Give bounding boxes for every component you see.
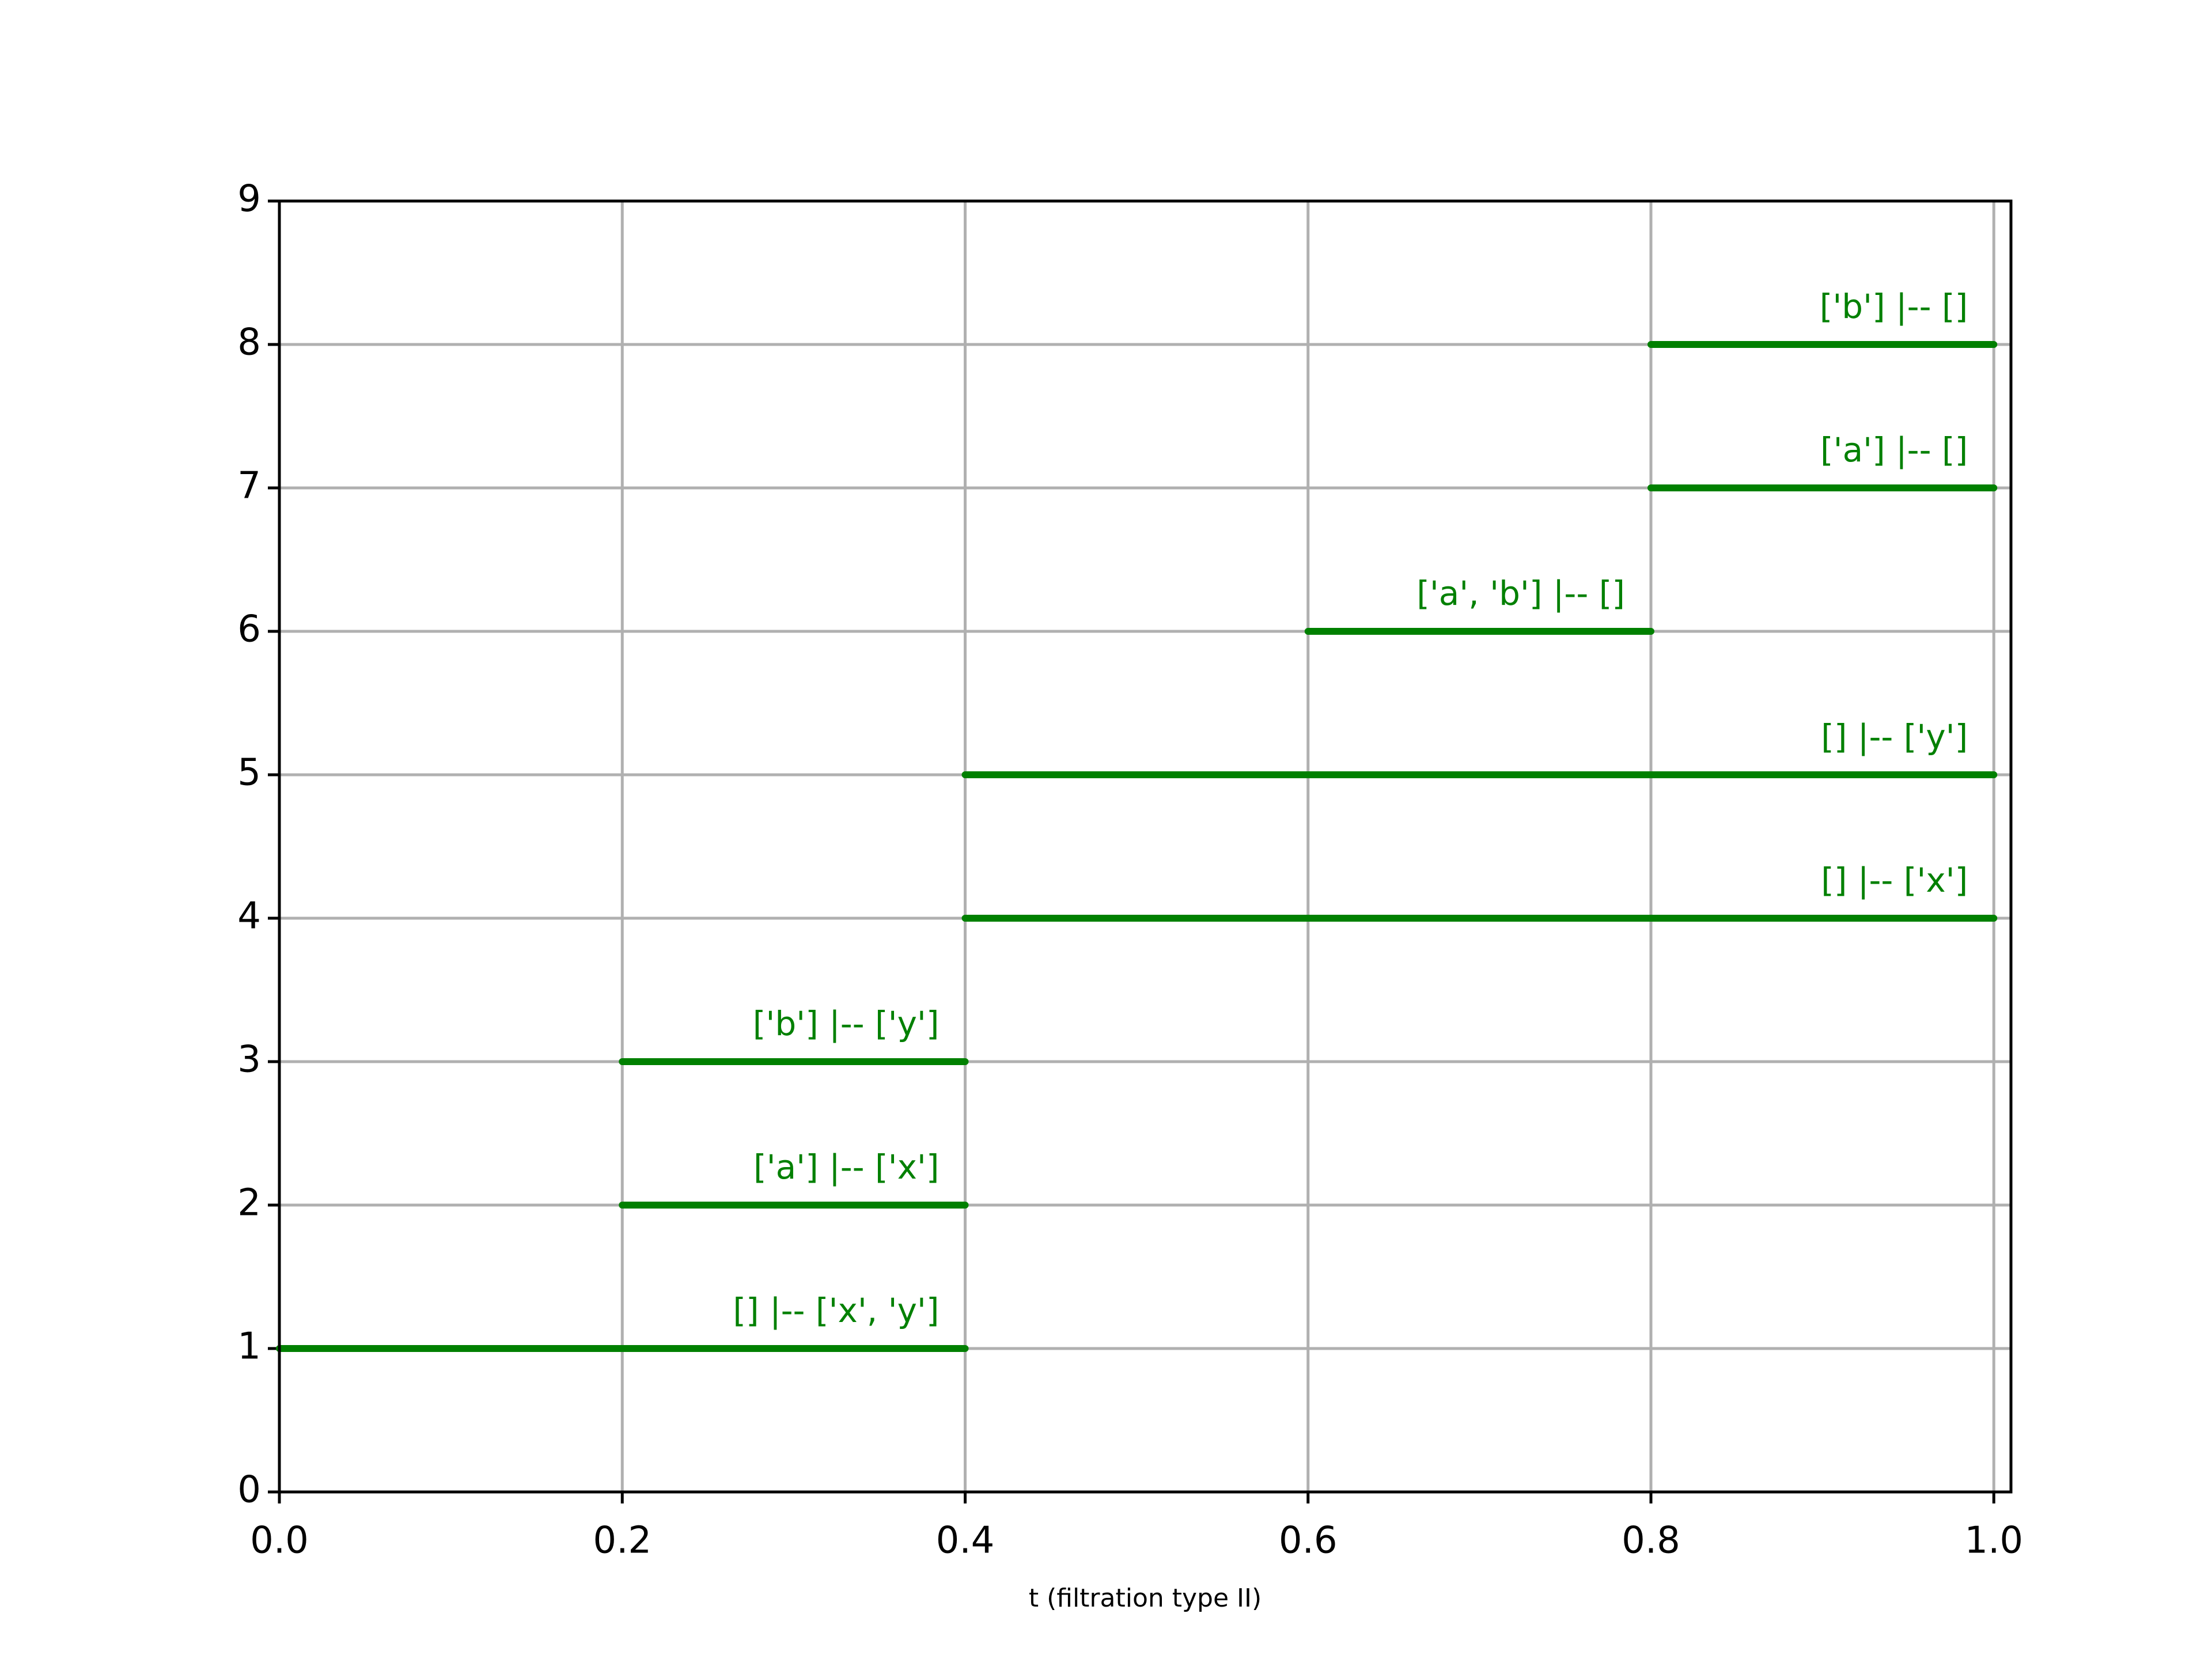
x-tick-label: 0.2 xyxy=(593,1520,652,1562)
x-tick-label: 0.0 xyxy=(250,1520,309,1562)
segment-label: [] |-- ['x', 'y'] xyxy=(733,1291,939,1330)
plot-frame xyxy=(278,199,2013,1494)
y-tick-label: 7 xyxy=(237,465,261,507)
segment-label: ['a'] |-- [] xyxy=(1820,430,1968,469)
y-tick-label: 5 xyxy=(237,752,261,794)
y-tick-label: 2 xyxy=(237,1182,261,1225)
y-tick-label: 8 xyxy=(237,321,261,364)
y-tick-label: 9 xyxy=(237,178,261,221)
x-tick-label: 0.4 xyxy=(936,1520,995,1562)
segment-label: ['b'] |-- [] xyxy=(1820,287,1968,326)
segment-label: [] |-- ['y'] xyxy=(1821,717,1968,756)
y-tick-label: 3 xyxy=(237,1039,261,1081)
x-axis-label: t (filtration type II) xyxy=(1029,1584,1262,1613)
x-tick-label: 0.6 xyxy=(1279,1520,1338,1562)
x-tick-label: 1.0 xyxy=(1964,1520,2023,1562)
segment-label: [] |-- ['x'] xyxy=(1821,861,1968,900)
y-tick-label: 4 xyxy=(237,895,261,938)
y-tick-label: 0 xyxy=(237,1469,261,1512)
x-tick-label: 0.8 xyxy=(1622,1520,1680,1562)
y-tick-label: 6 xyxy=(237,608,261,651)
y-tick-label: 1 xyxy=(237,1325,261,1368)
segment-label: ['a', 'b'] |-- [] xyxy=(1416,574,1625,613)
segment-label: ['a'] |-- ['x'] xyxy=(753,1147,939,1187)
segment-label: ['b'] |-- ['y'] xyxy=(753,1004,940,1043)
